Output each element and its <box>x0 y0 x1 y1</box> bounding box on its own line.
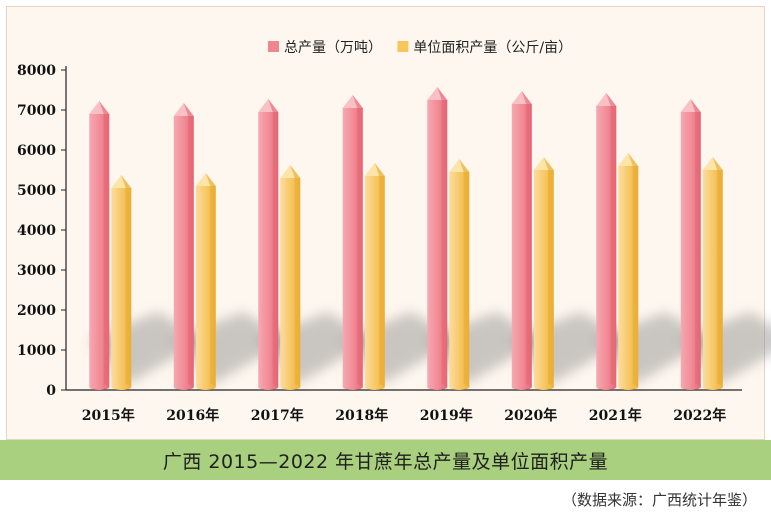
bar-unit-yield <box>195 173 216 390</box>
bar-total-output <box>511 91 532 390</box>
bar-unit-yield <box>364 163 385 390</box>
legend-label: 单位面积产量（公斤/亩） <box>413 39 572 56</box>
y-tick-label: 8000 <box>17 63 56 79</box>
bar-total-output <box>596 93 617 390</box>
bar-unit-yield <box>280 165 301 390</box>
x-tick-label: 2021年 <box>589 407 642 424</box>
y-tick-label: 0 <box>46 383 56 399</box>
x-tick-label: 2015年 <box>82 407 135 424</box>
bar-total-output <box>258 99 279 390</box>
legend-swatch <box>268 41 279 52</box>
bar-unit-yield <box>111 175 132 390</box>
legend-label: 总产量（万吨） <box>284 40 382 56</box>
bar-unit-yield <box>618 153 639 390</box>
y-tick-label: 6000 <box>17 143 56 159</box>
bar-unit-yield <box>702 157 723 390</box>
chart-caption: 广西 2015—2022 年甘蔗年总产量及单位面积产量 <box>162 450 609 473</box>
bar-total-output <box>427 87 448 390</box>
legend-swatch <box>397 41 409 52</box>
bar-chart: 0 1000 2000 3000 4000 5000 6000 7000 8000 2015年 20… <box>17 39 771 424</box>
y-tick-label: 5000 <box>17 183 56 199</box>
y-tick-label: 3000 <box>17 263 56 279</box>
x-tick-label: 2016年 <box>166 407 219 424</box>
caption-bar: 广西 2015—2022 年甘蔗年总产量及单位面积产量 <box>0 440 771 480</box>
x-tick-label: 2022年 <box>673 407 726 424</box>
y-tick-label: 1000 <box>17 343 56 359</box>
bar-shadow <box>679 312 771 384</box>
source-note: （数据来源：广西统计年鉴） <box>561 491 757 509</box>
y-tick-label: 7000 <box>17 103 56 119</box>
x-tick-label: 2017年 <box>251 407 304 424</box>
x-tick-label: 2018年 <box>335 407 388 424</box>
x-tick-label: 2019年 <box>420 407 473 424</box>
bar-unit-yield <box>533 157 554 390</box>
bar-total-output <box>89 101 110 390</box>
bar-total-output <box>173 103 194 390</box>
bar-total-output <box>342 95 363 390</box>
bar-total-output <box>680 99 701 390</box>
x-tick-label: 2020年 <box>504 407 557 424</box>
y-tick-label: 4000 <box>17 223 56 239</box>
bar-unit-yield <box>449 159 470 390</box>
y-tick-label: 2000 <box>17 303 56 319</box>
